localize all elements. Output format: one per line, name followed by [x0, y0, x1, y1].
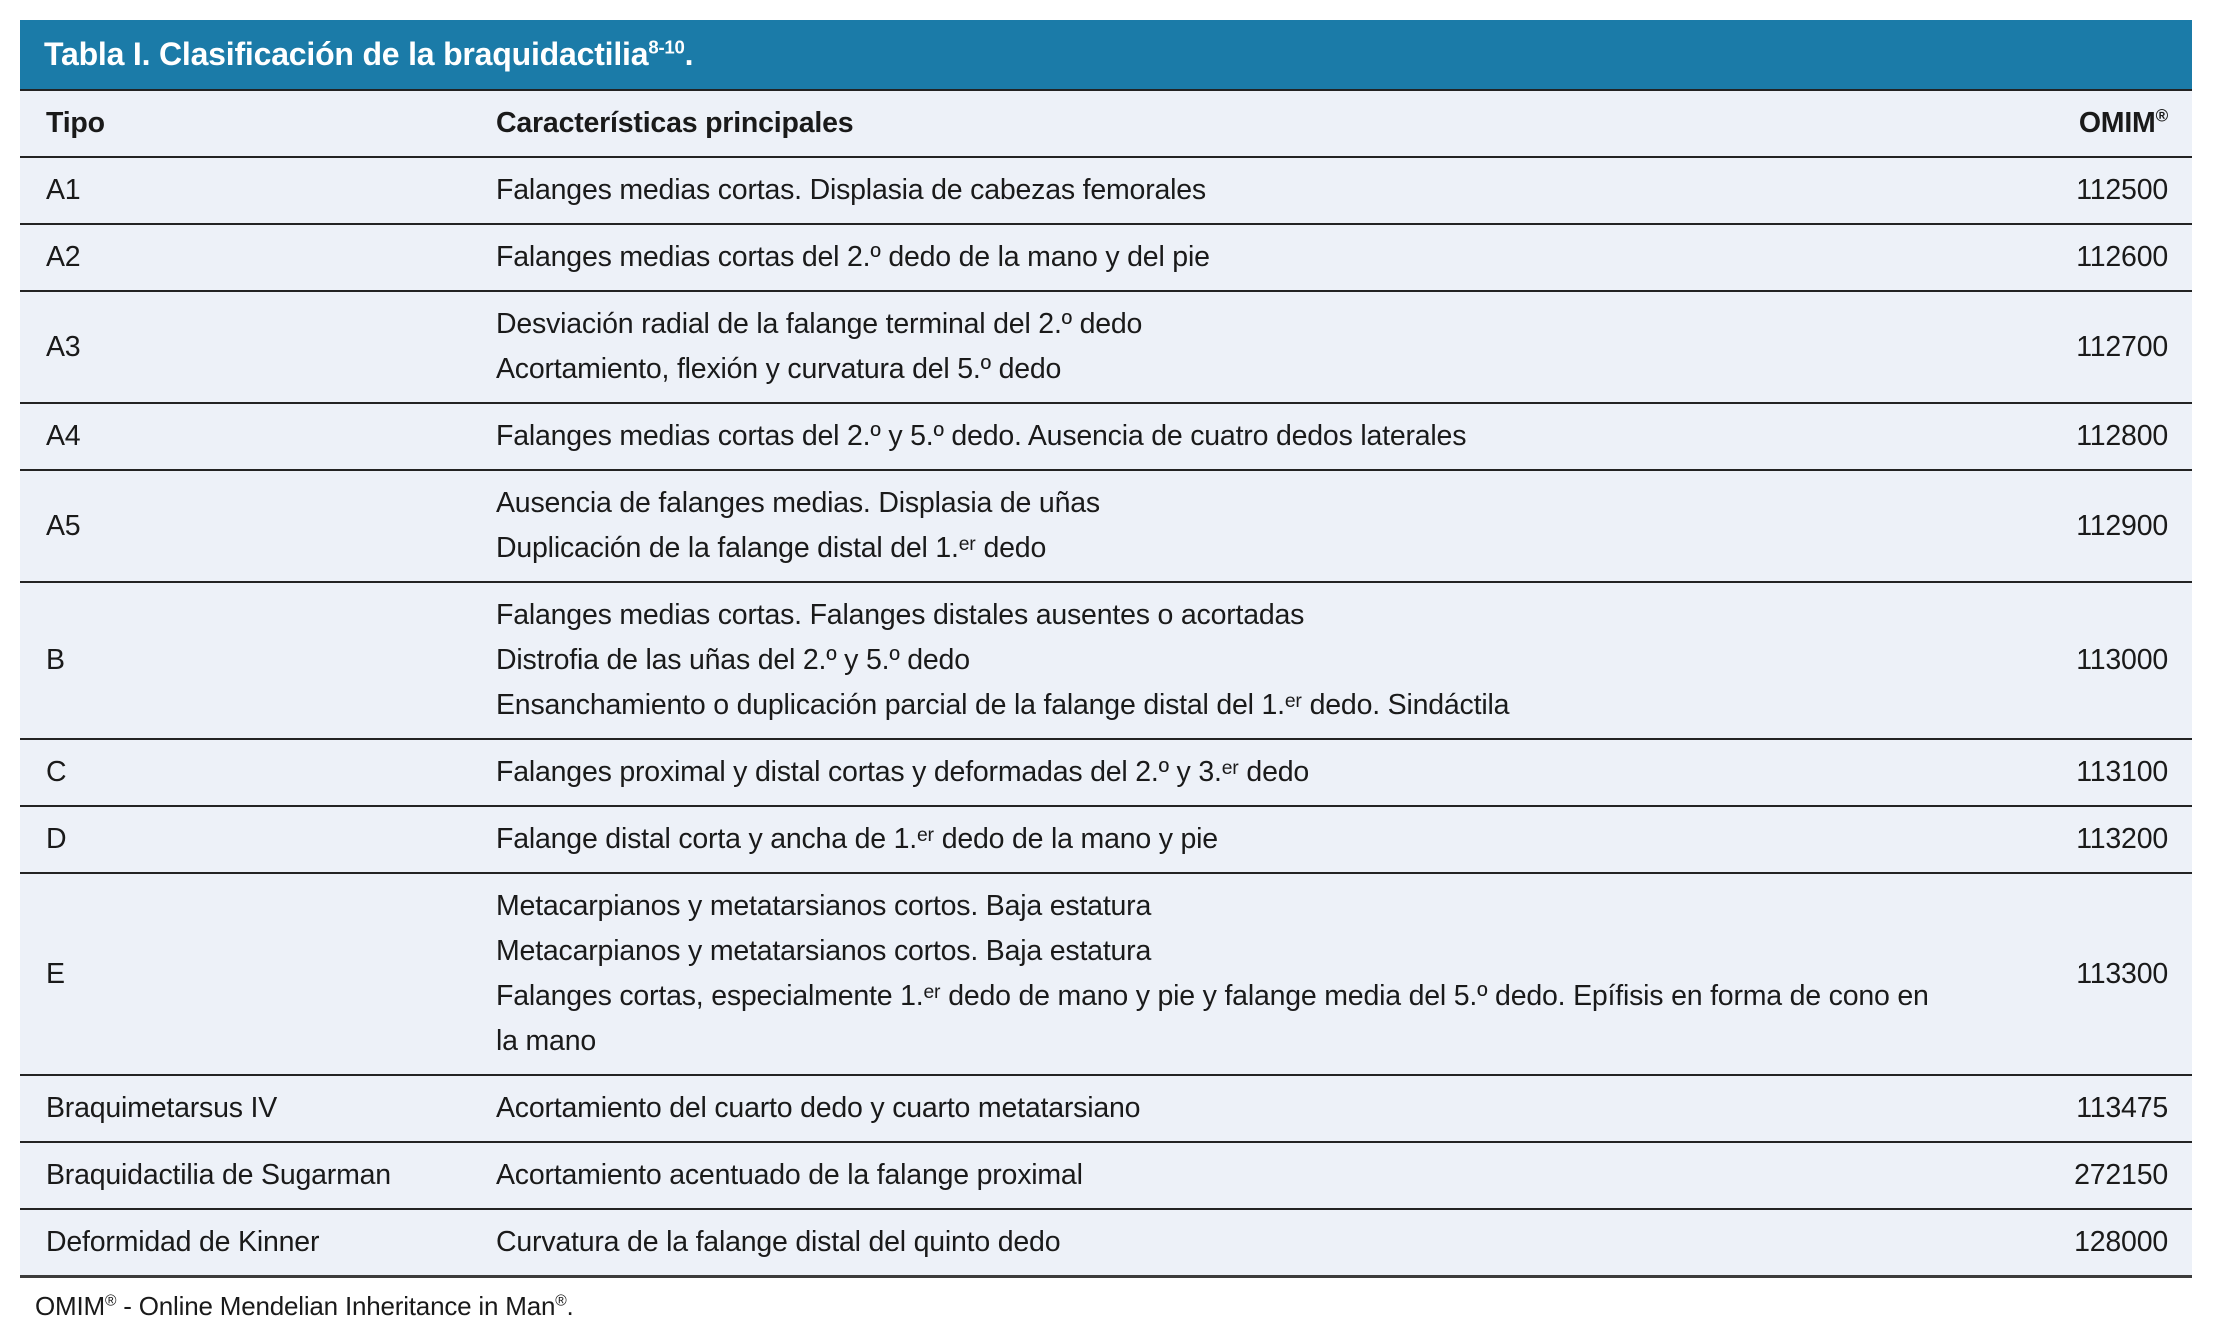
tipo-cell: Braquimetarsus IV [20, 1074, 496, 1142]
omim-cell: 128000 [1977, 1208, 2192, 1277]
omim-cell: 112900 [1977, 469, 2192, 582]
omim-cell: 113475 [1977, 1074, 2192, 1142]
caracteristica-line: Ausencia de falanges medias. Displasia d… [496, 487, 1100, 519]
caracteristicas-cell: Metacarpianos y metatarsianos cortos. Ba… [496, 872, 1977, 1075]
caracteristicas-cell: Falanges proximal y distal cortas y defo… [496, 738, 1977, 806]
caracteristica-line: Falanges medias cortas. Falanges distale… [496, 599, 1305, 631]
caracteristicas-column-header: Características principales [496, 89, 1977, 157]
caracteristica-line: Acortamiento del cuarto dedo y cuarto me… [496, 1092, 1141, 1124]
registered-trademark-icon: ® [555, 1292, 567, 1310]
tipo-cell: E [20, 872, 496, 1075]
table-row: E Metacarpianos y metatarsianos cortos. … [20, 872, 2192, 1075]
caracteristicas-cell: Desviación radial de la falange terminal… [496, 290, 1977, 403]
caracteristica-line: Metacarpianos y metatarsianos cortos. Ba… [496, 890, 1152, 922]
caracteristica-line: Falanges medias cortas del 2.º dedo de l… [496, 241, 1210, 273]
caracteristica-line: Distrofia de las uñas del 2.º y 5.º dedo [496, 644, 970, 676]
omim-column-header: OMIM® [1977, 89, 2192, 157]
tipo-cell: Braquidactilia de Sugarman [20, 1141, 496, 1209]
tipo-cell: A1 [20, 156, 496, 224]
table-row: A4 Falanges medias cortas del 2.º y 5.º … [20, 402, 2192, 470]
table-row: A2 Falanges medias cortas del 2.º dedo d… [20, 223, 2192, 291]
table-header-row: Tipo Características principales OMIM® [20, 89, 2192, 157]
omim-cell: 113000 [1977, 581, 2192, 739]
table-title: Tabla I. Clasificación de la braquidacti… [44, 36, 694, 73]
omim-cell: 113100 [1977, 738, 2192, 806]
caracteristica-line: Falanges cortas, especialmente 1.ᵉʳ dedo… [496, 980, 1929, 1057]
omim-cell: 112700 [1977, 290, 2192, 403]
caracteristica-line: Curvatura de la falange distal del quint… [496, 1226, 1061, 1258]
table-row: Braquidactilia de Sugarman Acortamiento … [20, 1141, 2192, 1209]
table-title-bar: Tabla I. Clasificación de la braquidacti… [20, 20, 2192, 89]
registered-trademark-icon: ® [104, 1292, 117, 1310]
caracteristicas-cell: Acortamiento acentuado de la falange pro… [496, 1141, 1977, 1209]
registered-trademark-icon: ® [2155, 106, 2169, 126]
caracteristica-line: Falanges proximal y distal cortas y defo… [496, 756, 1310, 788]
tipo-cell: D [20, 805, 496, 873]
caracteristicas-cell: Ausencia de falanges medias. Displasia d… [496, 469, 1977, 582]
caracteristicas-cell: Falanges medias cortas. Displasia de cab… [496, 156, 1977, 224]
tipo-cell: A2 [20, 223, 496, 291]
table-footnote: OMIM® - Online Mendelian Inheritance in … [20, 1291, 2192, 1322]
tipo-cell: A3 [20, 290, 496, 403]
table-figure: Tabla I. Clasificación de la braquidacti… [20, 20, 2192, 1322]
classification-table: Tipo Características principales OMIM® A… [20, 89, 2192, 1278]
citation-superscript: 8-10 [648, 36, 685, 58]
caracteristica-line: Acortamiento acentuado de la falange pro… [496, 1159, 1083, 1191]
caracteristica-line: Duplicación de la falange distal del 1.ᵉ… [496, 532, 1047, 564]
caracteristica-line: Metacarpianos y metatarsianos cortos. Ba… [496, 935, 1152, 967]
table-row: C Falanges proximal y distal cortas y de… [20, 738, 2192, 806]
caracteristica-line: Acortamiento, flexión y curvatura del 5.… [496, 353, 1062, 385]
caracteristica-line: Ensanchamiento o duplicación parcial de … [496, 689, 1510, 721]
tipo-cell: B [20, 581, 496, 739]
omim-cell: 113200 [1977, 805, 2192, 873]
caracteristicas-cell: Curvatura de la falange distal del quint… [496, 1208, 1977, 1277]
omim-header-text: OMIM [2078, 107, 2156, 139]
table-row: Braquimetarsus IV Acortamiento del cuart… [20, 1074, 2192, 1142]
caracteristica-line: Falanges medias cortas del 2.º y 5.º ded… [496, 420, 1467, 452]
table-row: A5 Ausencia de falanges medias. Displasi… [20, 469, 2192, 582]
caracteristica-line: Falanges medias cortas. Displasia de cab… [496, 174, 1206, 206]
tipo-cell: C [20, 738, 496, 806]
tipo-cell: A4 [20, 402, 496, 470]
table-row: A3 Desviación radial de la falange termi… [20, 290, 2192, 403]
omim-cell: 112600 [1977, 223, 2192, 291]
caracteristica-line: Desviación radial de la falange terminal… [496, 308, 1143, 340]
omim-cell: 112500 [1977, 156, 2192, 224]
footnote-period: . [566, 1291, 574, 1321]
tipo-column-header: Tipo [20, 89, 496, 157]
omim-cell: 272150 [1977, 1141, 2192, 1209]
caracteristica-line: Falange distal corta y ancha de 1.ᵉʳ ded… [496, 823, 1218, 855]
footnote-definition-text: - Online Mendelian Inheritance in Man [116, 1291, 556, 1321]
table-title-period: . [684, 36, 694, 72]
table-row: D Falange distal corta y ancha de 1.ᵉʳ d… [20, 805, 2192, 873]
omim-cell: 113300 [1977, 872, 2192, 1075]
tipo-cell: Deformidad de Kinner [20, 1208, 496, 1277]
caracteristicas-cell: Falanges medias cortas del 2.º y 5.º ded… [496, 402, 1977, 470]
tipo-cell: A5 [20, 469, 496, 582]
table-title-text: Tabla I. Clasificación de la braquidacti… [44, 36, 649, 72]
caracteristicas-cell: Acortamiento del cuarto dedo y cuarto me… [496, 1074, 1977, 1142]
table-row: A1 Falanges medias cortas. Displasia de … [20, 156, 2192, 224]
caracteristicas-cell: Falanges medias cortas del 2.º dedo de l… [496, 223, 1977, 291]
table-row: B Falanges medias cortas. Falanges dista… [20, 581, 2192, 739]
omim-cell: 112800 [1977, 402, 2192, 470]
footnote-omim-text: OMIM [35, 1291, 105, 1321]
caracteristicas-cell: Falange distal corta y ancha de 1.ᵉʳ ded… [496, 805, 1977, 873]
table-row: Deformidad de Kinner Curvatura de la fal… [20, 1208, 2192, 1277]
caracteristicas-cell: Falanges medias cortas. Falanges distale… [496, 581, 1977, 739]
